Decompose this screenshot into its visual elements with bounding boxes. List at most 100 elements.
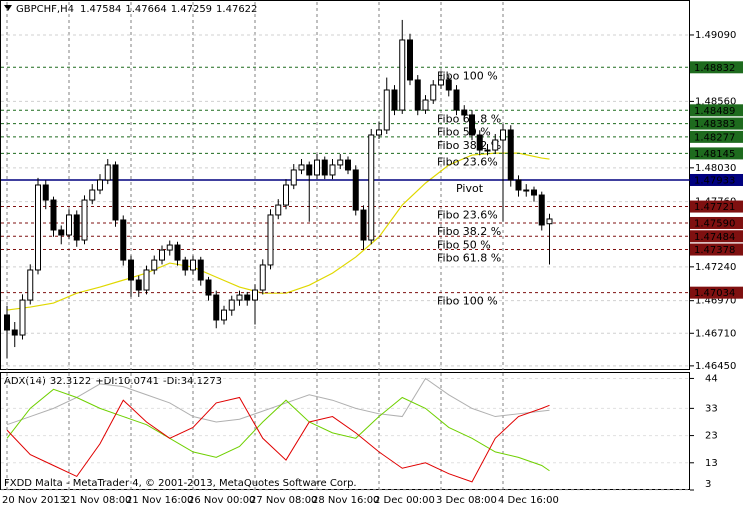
level-price-box [690,216,743,229]
main-frame [0,0,690,370]
indicator-line [6,388,550,472]
level-price-label: 1.48145 [694,149,735,160]
chart-title: GBPCHF,H4 1.47584 1.47664 1.47259 1.47622 [16,4,257,15]
candle-body [314,159,320,176]
y-tick-label: 1.49090 [695,30,736,41]
candle-body [383,89,390,131]
level-price-box [690,147,743,160]
candle-body [345,159,351,171]
candle-body [283,184,289,206]
candle-body [205,279,212,296]
x-tick-label: 4 Dec 16:00 [498,495,559,506]
candle-body [391,89,398,111]
last-low: 1.47259 [171,4,212,15]
y-tick-label: 44 [705,373,718,384]
level-name: Fibo 61.8 % [437,252,501,265]
indicator-line [6,377,550,426]
last-high: 1.47664 [125,4,166,15]
candle-body [50,199,57,231]
candle-body [376,129,382,136]
y-tick-label: 1.48560 [695,96,736,107]
level-price-box [690,230,743,243]
candle-body [236,294,243,301]
candle-body [27,269,34,301]
legend-value: 32.3122 [50,376,91,387]
level-price-box [690,243,743,256]
candle-body [321,159,328,176]
candle-body [11,329,18,336]
last-open: 1.47584 [80,4,121,15]
collapse-icon [4,5,12,11]
y-tick-label: 1.46450 [695,361,736,372]
level-price-label: 1.48277 [694,132,735,143]
candle-body [476,134,483,151]
level-name: Fibo 38.2 % [437,139,501,152]
y-tick-label: 23 [705,431,718,442]
candle-body [298,164,305,171]
x-tick-label: 3 Dec 08:00 [436,495,497,506]
candle-body [399,39,406,111]
level-price-box [690,104,743,117]
x-tick-label: 21 Nov 08:00 [64,495,131,506]
last-close: 1.47622 [216,4,257,15]
candle-body [368,134,375,241]
level-price-box [690,286,743,299]
candle-body [275,204,282,216]
level-price-label: 1.48489 [694,106,735,117]
candle-body [445,79,452,91]
level-price-box [690,130,743,143]
candle-body [360,209,367,241]
candle-body [182,259,189,271]
x-tick-label: 27 Nov 08:00 [250,495,317,506]
level-price-label: 1.47590 [694,218,735,229]
candle-body [492,139,499,151]
candle-body [461,109,468,116]
candle-body [352,169,359,211]
candle-body [104,164,111,181]
x-tick-label: 21 Nov 16:00 [126,495,193,506]
candle-body [515,179,522,191]
level-price-label: 1.47378 [694,245,735,256]
level-price-box [690,117,743,130]
candle-body [97,179,103,191]
x-tick-label: 28 Nov 16:00 [312,495,379,506]
candle-body [174,244,181,261]
candle-body [42,184,49,201]
level-price-box [690,200,743,213]
y-tick-label: 1.46710 [695,328,736,339]
candle-body [112,164,119,221]
level-name: Fibo 23.6% [437,209,498,222]
indicator-header: ADX(14) 32.3122 +DI:10.0741 -DI:34.1273 [4,376,222,387]
moving-average [6,152,550,311]
candle-body [337,159,344,166]
candle-body [290,169,297,186]
candle-body [500,129,506,141]
candle-body [35,184,41,271]
y-tick-label: 13 [705,458,718,469]
x-tick-label: 20 Nov 2013 [2,495,66,506]
level-name: Fibo 100 % [437,69,498,82]
candle-body [120,219,127,261]
candle-body [143,269,150,291]
level-name: Fibo 23.6% [437,155,498,168]
legend-entry: ADX(14) [4,376,46,387]
legend-entry: +DI: [95,376,117,387]
candle-body [128,259,134,281]
candle-body [89,189,96,201]
candle-body [414,79,421,111]
level-name: Pivot [456,182,484,195]
level-price-label: 1.48832 [694,63,735,74]
footer: FXDD Malta - MetaTrader 4, © 2001-2013, … [4,478,357,489]
candle-body [267,214,274,266]
legend-value: 10.0741 [118,376,159,387]
candle-body [422,99,429,111]
candle-body [58,229,65,236]
candle-body [329,164,336,176]
y-tick-label: 3 [705,479,711,490]
y-tick-label: 1.48030 [695,163,736,174]
y-tick-label: 1.47240 [695,262,736,273]
candle-body [244,294,251,301]
